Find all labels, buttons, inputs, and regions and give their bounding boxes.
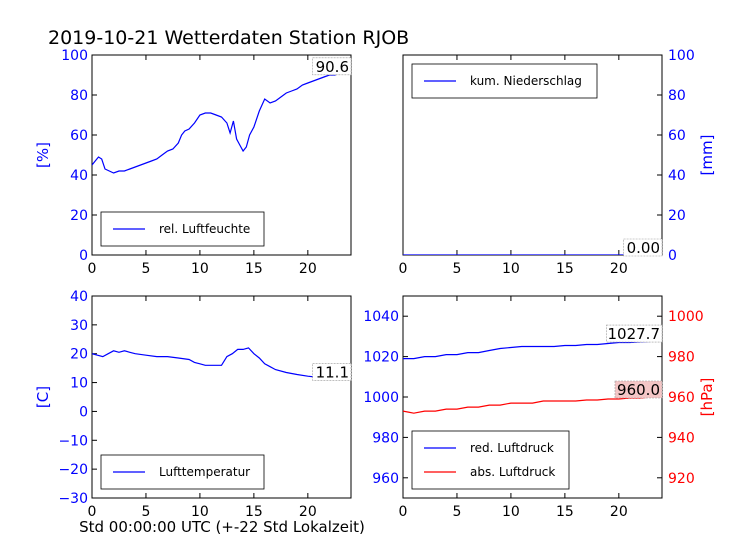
y-axis-label: [C] xyxy=(34,386,52,408)
y-tick-label: 1040 xyxy=(363,309,399,325)
x-axis-label: Std 00:00:00 UTC (+-22 Std Lokalzeit) xyxy=(79,518,365,536)
legend-label: Lufttemperatur xyxy=(159,465,250,479)
y-tick-label: 980 xyxy=(372,430,399,446)
x-tick-label: 10 xyxy=(191,504,209,520)
y-tick-label: 1000 xyxy=(363,390,399,406)
x-tick-label: 5 xyxy=(141,261,150,277)
figure-title: 2019-10-21 Wetterdaten Station RJOB xyxy=(48,27,409,49)
x-tick-label: 10 xyxy=(191,261,209,277)
y-right-tick-label: 1000 xyxy=(668,309,704,325)
y-tick-label: 30 xyxy=(70,318,88,334)
x-tick-label: 20 xyxy=(610,261,628,277)
y-tick-label: 1020 xyxy=(363,350,399,366)
y-right-tick-label: 920 xyxy=(668,471,695,487)
value-box xyxy=(606,324,663,343)
x-tick-label: 10 xyxy=(502,261,520,277)
y-tick-label: 100 xyxy=(668,48,695,64)
x-tick-label: 20 xyxy=(299,504,317,520)
y-axis-label: [%] xyxy=(34,142,52,168)
y-axis-label: [hPa] xyxy=(698,378,716,417)
plot-frame xyxy=(91,295,352,499)
value-box xyxy=(623,238,663,257)
legend-label: rel. Luftfeuchte xyxy=(159,222,250,236)
value-box xyxy=(312,57,352,76)
x-tick-label: 20 xyxy=(299,261,317,277)
x-tick-label: 5 xyxy=(141,504,150,520)
y-tick-label: 10 xyxy=(70,376,88,392)
value-annotation: 11.1 xyxy=(316,363,349,381)
y-tick-label: 20 xyxy=(70,208,88,224)
x-tick-label: 0 xyxy=(88,504,97,520)
x-tick-label: 0 xyxy=(399,504,408,520)
x-tick-label: 5 xyxy=(452,261,461,277)
value-annotation: 960.0 xyxy=(617,381,660,399)
series-line-abs-luftdruck xyxy=(403,396,662,414)
x-tick-label: 15 xyxy=(556,261,574,277)
y-tick-label: 60 xyxy=(70,128,88,144)
y-tick-label: 20 xyxy=(668,208,686,224)
panel-bottom-left: 0 5 10 15 20 −30 −20 −10 0 10 20 30 40 [C] 11.1 Lufttem… xyxy=(34,289,352,520)
series-line-rel-luftfeuchte xyxy=(92,72,351,174)
x-tick-label: 15 xyxy=(245,261,263,277)
y-tick-label: −20 xyxy=(58,462,88,478)
legend-label: kum. Niederschlag xyxy=(470,74,582,88)
y-axis-label: [mm] xyxy=(698,135,716,176)
y-right-tick-label: 960 xyxy=(668,390,695,406)
x-tick-label: 0 xyxy=(399,261,408,277)
panel-top-right: 0 5 10 15 20 0 20 40 60 80 100 [mm] 0.00 kum. Nieders… xyxy=(399,48,716,277)
y-tick-label: 960 xyxy=(372,471,399,487)
y-tick-label: 40 xyxy=(70,168,88,184)
series-line-red-luftdruck xyxy=(403,340,662,360)
panel-top-left: 0 5 10 15 20 0 20 40 60 80 100 [%] 90.6 rel. Luftfeuc… xyxy=(34,48,352,277)
x-tick-label: 5 xyxy=(452,504,461,520)
y-tick-label: −30 xyxy=(58,491,88,507)
y-tick-label: 0 xyxy=(79,404,88,420)
value-annotation: 1027.7 xyxy=(608,325,661,343)
y-tick-label: −10 xyxy=(58,433,88,449)
y-tick-label: 60 xyxy=(668,128,686,144)
y-tick-label: 0 xyxy=(668,248,677,264)
x-tick-label: 20 xyxy=(610,504,628,520)
y-right-tick-label: 980 xyxy=(668,350,695,366)
panel-bottom-right: 0 5 10 15 20 960 980 1000 1020 1040 920 940 960 980 10… xyxy=(363,295,716,520)
x-tick-label: 0 xyxy=(88,261,97,277)
plot-frame xyxy=(91,54,352,256)
x-tick-label: 15 xyxy=(245,504,263,520)
y-tick-label: 100 xyxy=(61,48,88,64)
y-tick-label: 20 xyxy=(70,347,88,363)
y-tick-label: 80 xyxy=(70,88,88,104)
legend-label: abs. Luftdruck xyxy=(470,465,555,479)
value-box xyxy=(312,363,352,381)
value-box xyxy=(614,380,663,399)
y-tick-label: 0 xyxy=(79,248,88,264)
x-tick-label: 10 xyxy=(502,504,520,520)
value-annotation: 0.00 xyxy=(627,239,660,257)
series-line-lufttemperatur xyxy=(92,347,351,380)
y-tick-label: 40 xyxy=(70,289,88,305)
value-annotation: 90.6 xyxy=(316,58,349,76)
x-tick-label: 15 xyxy=(556,504,574,520)
legend-label: red. Luftdruck xyxy=(470,441,554,455)
y-right-tick-label: 940 xyxy=(668,430,695,446)
y-tick-label: 40 xyxy=(668,168,686,184)
y-tick-label: 80 xyxy=(668,88,686,104)
legend-box xyxy=(411,430,570,490)
